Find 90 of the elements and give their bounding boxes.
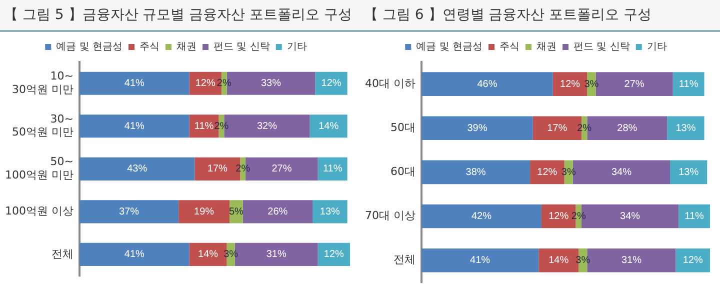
data-label: 38% — [466, 166, 486, 178]
y-tick-label: 50대 — [390, 120, 416, 134]
data-label: 33% — [260, 78, 282, 90]
data-label: 2% — [577, 122, 592, 134]
data-label: 27% — [272, 164, 292, 175]
legend-label: 예금 및 현금성 — [56, 42, 122, 53]
legend-label: 펀드 및 신탁 — [574, 42, 630, 53]
y-tick-label: 전체 — [393, 253, 416, 266]
chart-title: 【 그림 5 】금융자산 규모별 금융자산 포트폴리오 구성 — [0, 0, 360, 32]
data-label: 34% — [620, 211, 640, 222]
data-label: 2% — [236, 164, 250, 175]
data-label: 13% — [676, 122, 696, 134]
data-label: 43% — [127, 164, 148, 175]
bar — [79, 114, 190, 138]
data-label: 19% — [194, 206, 214, 218]
bar — [421, 116, 533, 140]
bar — [667, 116, 704, 140]
bar — [79, 72, 190, 95]
legend-label: 펀드 및 신탁 — [214, 42, 270, 53]
bar — [318, 157, 348, 180]
bar — [421, 72, 553, 96]
data-label: 2% — [216, 78, 232, 90]
data-label: 46% — [477, 78, 498, 90]
y-tick-label: 100억원 이상 — [4, 204, 74, 218]
y-tick-label: 10~ 30억원 미만 — [12, 70, 74, 96]
data-label: 28% — [617, 122, 638, 134]
data-label: 12% — [548, 211, 569, 222]
bar — [421, 248, 539, 272]
y-tick-label: 30~ 50억원 미만 — [12, 112, 74, 139]
bar — [670, 160, 708, 184]
bar — [315, 72, 348, 95]
data-label: 26% — [268, 206, 288, 218]
data-label: 11% — [684, 211, 704, 222]
bar — [312, 200, 348, 224]
data-label: 5% — [228, 206, 244, 218]
data-label: 37% — [119, 206, 140, 218]
data-label: 2% — [571, 211, 586, 222]
data-label: 41% — [124, 78, 145, 90]
data-label: 11% — [194, 120, 214, 132]
data-label: 14% — [548, 255, 569, 266]
data-label: 41% — [124, 249, 145, 260]
bar — [678, 204, 710, 228]
bar — [421, 160, 530, 184]
data-label: 42% — [471, 211, 492, 222]
data-label: 12% — [324, 249, 344, 260]
data-label: 12% — [537, 166, 558, 178]
data-label: 11% — [678, 78, 698, 90]
data-label: 17% — [207, 164, 228, 175]
bar — [676, 248, 710, 272]
data-label: 13% — [320, 206, 340, 218]
bar — [242, 200, 313, 224]
bar — [79, 242, 190, 266]
legend-label: 기타 — [646, 42, 667, 53]
bar — [318, 242, 350, 266]
data-label: 41% — [470, 255, 490, 266]
y-tick-label: 전체 — [51, 247, 74, 260]
chart-title: 【 그림 6 】연령별 금융자산 포트폴리오 구성 — [360, 0, 720, 32]
data-label: 34% — [611, 166, 632, 178]
data-label: 17% — [547, 122, 568, 134]
y-tick-label: 70대 이상 — [364, 209, 416, 222]
data-label: 12% — [321, 78, 342, 90]
legend-label: 예금 및 현금성 — [416, 42, 482, 53]
bar — [672, 72, 704, 96]
y-tick-label: 60대 — [390, 165, 416, 178]
legend-label: 기타 — [286, 42, 307, 53]
data-label: 39% — [467, 122, 488, 134]
bar — [310, 114, 348, 138]
y-tick-label: 40대 이하 — [364, 76, 416, 90]
data-label: 14% — [318, 120, 339, 132]
legend-label: 주식 — [140, 42, 160, 53]
data-label: 31% — [266, 249, 286, 260]
bar — [79, 157, 195, 180]
data-label: 12% — [195, 78, 216, 90]
data-label: 14% — [198, 249, 218, 260]
legend-label: 채권 — [536, 42, 556, 53]
data-label: 31% — [621, 255, 642, 266]
data-label: 2% — [214, 120, 229, 132]
data-label: 12% — [682, 255, 703, 266]
data-label: 11% — [322, 164, 342, 175]
data-label: 41% — [124, 120, 145, 132]
legend-label: 채권 — [176, 42, 196, 53]
data-label: 27% — [624, 78, 644, 90]
bar — [79, 200, 179, 224]
data-label: 12% — [560, 78, 580, 90]
data-label: 32% — [256, 120, 278, 132]
y-tick-label: 50~ 100억원 미만 — [4, 155, 74, 182]
bar — [421, 204, 542, 228]
legend-label: 주식 — [500, 42, 520, 53]
bar — [178, 200, 230, 224]
data-label: 13% — [678, 166, 699, 178]
